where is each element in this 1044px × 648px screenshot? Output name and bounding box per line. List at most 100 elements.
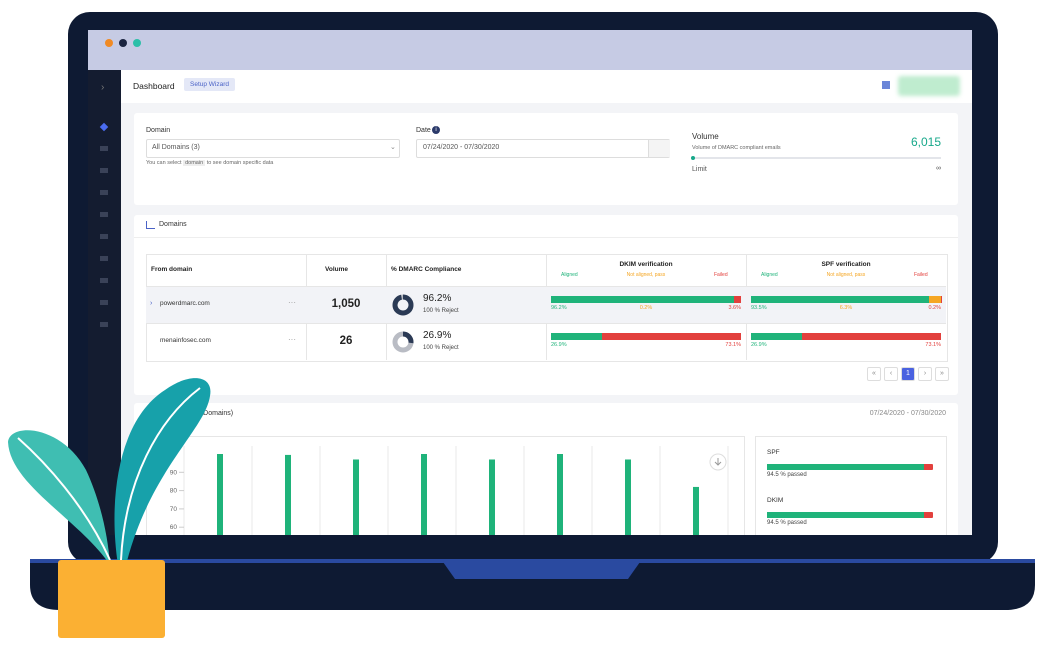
- info-icon[interactable]: i: [432, 126, 440, 134]
- verification-label: 26.9%: [751, 342, 767, 348]
- domain-name: powerdmarc.com: [160, 300, 210, 307]
- verification-segment: [734, 296, 741, 303]
- column-header: Volume: [325, 266, 348, 273]
- filter-card: [134, 113, 958, 205]
- date-value: 07/24/2020 - 07/30/2020: [423, 144, 500, 151]
- verification-label: 0.2%: [928, 305, 941, 311]
- legend-label: Failed: [714, 272, 728, 278]
- column-header: % DMARC Compliance: [391, 266, 462, 273]
- verification-label: 93.5%: [751, 305, 767, 311]
- legend-label: Not aligned, pass: [826, 272, 866, 278]
- page-button[interactable]: ›: [918, 367, 932, 381]
- domain-label: Domain: [146, 127, 171, 134]
- dot: [133, 39, 141, 47]
- bar: [285, 454, 291, 535]
- leaf-vein: [17, 437, 111, 561]
- notch: [443, 562, 640, 579]
- expand-arrow: ›: [150, 300, 153, 307]
- policy: 100 % Reject: [423, 308, 459, 314]
- domain-select[interactable]: [146, 139, 400, 158]
- setup-wizard-button[interactable]: Setup Wizard: [184, 78, 236, 91]
- divider: [134, 237, 958, 238]
- summary-box: SPF 94.5 % passed DKIM 94.5 % passed: [755, 436, 947, 535]
- row-menu: ···: [288, 298, 296, 307]
- volume-value: 6,015: [910, 135, 941, 149]
- legend-label: Aligned: [761, 272, 778, 278]
- bar: [693, 486, 699, 535]
- bar-chart: 60 70 80 90: [170, 446, 729, 535]
- domains-icon: [146, 221, 155, 229]
- verification-label: 6.3%: [839, 305, 853, 311]
- summary-label: 94.5 % passed: [767, 520, 807, 526]
- title-bar: [88, 30, 972, 70]
- verification-segment: [551, 333, 603, 340]
- row-menu: ···: [288, 335, 296, 344]
- chevron: ⌄: [390, 144, 396, 151]
- donut: [392, 331, 414, 353]
- policy: 100 % Reject: [423, 345, 459, 351]
- leaf: [114, 378, 211, 565]
- hint-prefix: You can select: [146, 160, 182, 166]
- limit-label: Limit: [692, 166, 707, 173]
- verification-label: 73.1%: [725, 342, 741, 348]
- overview-date: 07/24/2020 - 07/30/2020: [869, 410, 946, 417]
- donut-value: [392, 294, 414, 316]
- grid-icon[interactable]: [882, 81, 890, 89]
- verification-segment: [551, 296, 734, 303]
- bar: [489, 459, 495, 535]
- page-button[interactable]: 1: [901, 367, 915, 381]
- column-header: From domain: [151, 266, 193, 273]
- hint: You can select domain to see domain spec…: [146, 160, 273, 166]
- page-button[interactable]: ‹: [884, 367, 898, 381]
- leaf-vein: [120, 387, 201, 561]
- summary-name: SPF: [767, 449, 780, 456]
- user-badge[interactable]: [898, 76, 960, 96]
- row-divider: [146, 323, 946, 324]
- summary-bar: [767, 512, 924, 518]
- donut: [392, 294, 414, 316]
- volume: 26: [339, 335, 353, 347]
- summary-label: 94.5 % passed: [767, 472, 807, 478]
- compliance: 26.9%: [423, 330, 452, 341]
- dot: [105, 39, 113, 47]
- summary-bar: [767, 464, 924, 470]
- header-divider: [146, 286, 946, 287]
- domain-name: menainfosec.com: [160, 337, 211, 344]
- volume-dot: [691, 156, 695, 160]
- hint-suffix: to see domain specific data: [206, 160, 274, 166]
- legend-label: Not aligned, pass: [626, 272, 666, 278]
- bar: [625, 459, 631, 535]
- hint-code: domain: [183, 160, 206, 166]
- leaf: [8, 430, 110, 565]
- top-header: [121, 70, 972, 103]
- y-tick-label: 60: [170, 524, 178, 531]
- base: [30, 560, 1035, 610]
- volume: 1,050: [331, 298, 361, 310]
- volume-subtitle: Volume of DMARC compliant emails: [692, 145, 781, 151]
- verification-segment: [802, 333, 941, 340]
- page-button[interactable]: »: [935, 367, 949, 381]
- compliance: 96.2%: [423, 293, 452, 304]
- pot: [58, 560, 165, 638]
- verification-segment: [751, 296, 929, 303]
- donut-value: [392, 331, 414, 353]
- bar: [421, 454, 427, 535]
- y-tick-label: 80: [170, 488, 178, 495]
- page-button[interactable]: «: [867, 367, 881, 381]
- legend-label: Failed: [914, 272, 928, 278]
- date-label: Date: [416, 127, 431, 134]
- sidebar: ›: [88, 70, 121, 535]
- verification-label: 3.6%: [728, 305, 741, 311]
- verification-segment: [928, 296, 941, 303]
- volume-track: [692, 157, 941, 159]
- bar: [217, 454, 223, 535]
- calendar-button[interactable]: [648, 140, 670, 157]
- y-tick-label: 90: [170, 469, 178, 476]
- verification-label: 0.2%: [639, 305, 653, 311]
- domains-title: Domains: [159, 221, 187, 228]
- verification-label: 73.1%: [925, 342, 941, 348]
- verification-segment: [751, 333, 803, 340]
- row-bg: [146, 287, 946, 323]
- volume-label: Volume: [692, 132, 719, 141]
